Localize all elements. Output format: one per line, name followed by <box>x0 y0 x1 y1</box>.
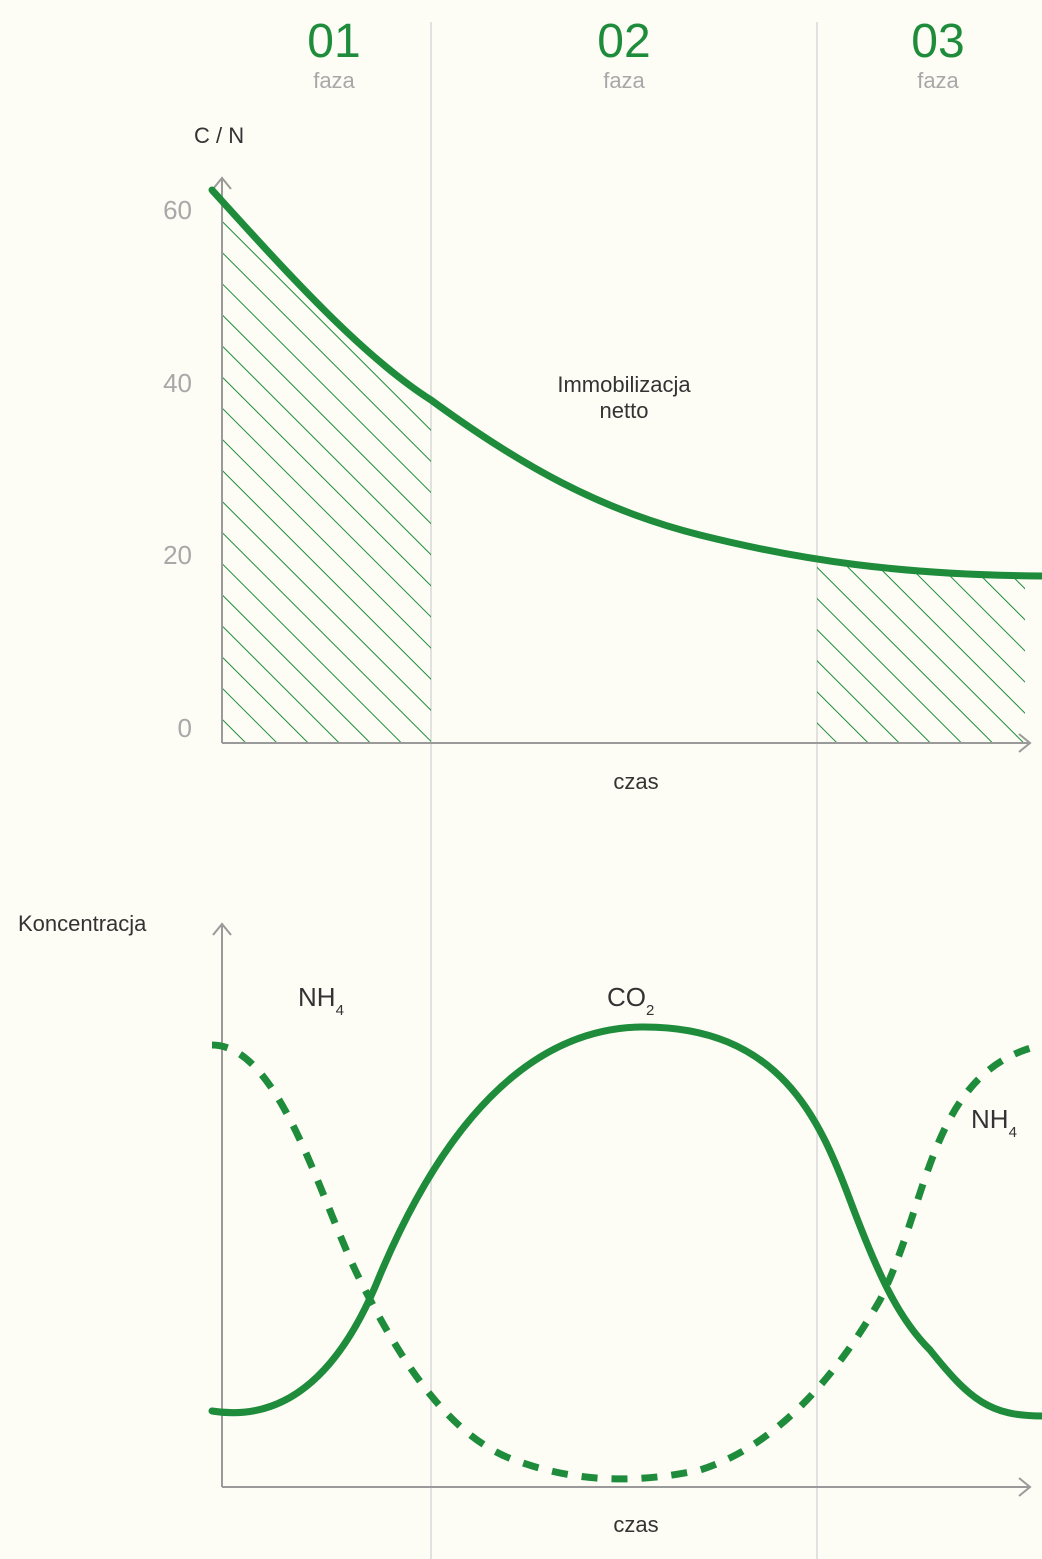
phase-number: 02 <box>597 15 650 68</box>
series-label-main: CO <box>607 982 646 1012</box>
y-axis-label: C / N <box>194 123 244 148</box>
x-axis-label: czas <box>613 1512 658 1537</box>
y-axis-arrow <box>212 922 232 936</box>
series-label-nh4-right: NH4 <box>971 1104 1017 1141</box>
x-axis-arrow <box>1018 1477 1032 1497</box>
phase-number: 03 <box>911 15 964 68</box>
y-tick-label: 40 <box>163 368 192 398</box>
annotation-line-1: Immobilizacja <box>557 372 691 397</box>
phase-label: faza <box>603 68 645 93</box>
hatched-area-phase-3 <box>817 557 1025 743</box>
series-label-main: NH <box>298 982 336 1012</box>
phase-label: faza <box>313 68 355 93</box>
x-axis-label: czas <box>613 769 658 794</box>
y-tick-label: 60 <box>163 195 192 225</box>
annotation-line-2: netto <box>600 398 649 423</box>
series-label-main: NH <box>971 1104 1009 1134</box>
hatched-area-phase-1 <box>222 200 431 743</box>
series-label-sub: 2 <box>646 1002 654 1019</box>
series-label-sub: 4 <box>1009 1124 1017 1141</box>
cn-ratio-curve <box>208 186 1042 580</box>
series-label-co2: CO2 <box>607 982 654 1019</box>
phase-label: faza <box>917 68 959 93</box>
y-axis-arrow <box>212 176 232 190</box>
phase-number: 01 <box>307 15 360 68</box>
nh4-curve <box>211 1041 1042 1483</box>
x-axis-arrow <box>1018 733 1032 753</box>
y-tick-label: 20 <box>163 540 192 570</box>
series-label-nh4-left: NH4 <box>298 982 344 1019</box>
y-axis-label: Koncentracja <box>18 911 147 936</box>
co2-curve <box>208 1023 1042 1420</box>
series-label-sub: 4 <box>336 1002 344 1019</box>
y-tick-label: 0 <box>178 713 192 743</box>
